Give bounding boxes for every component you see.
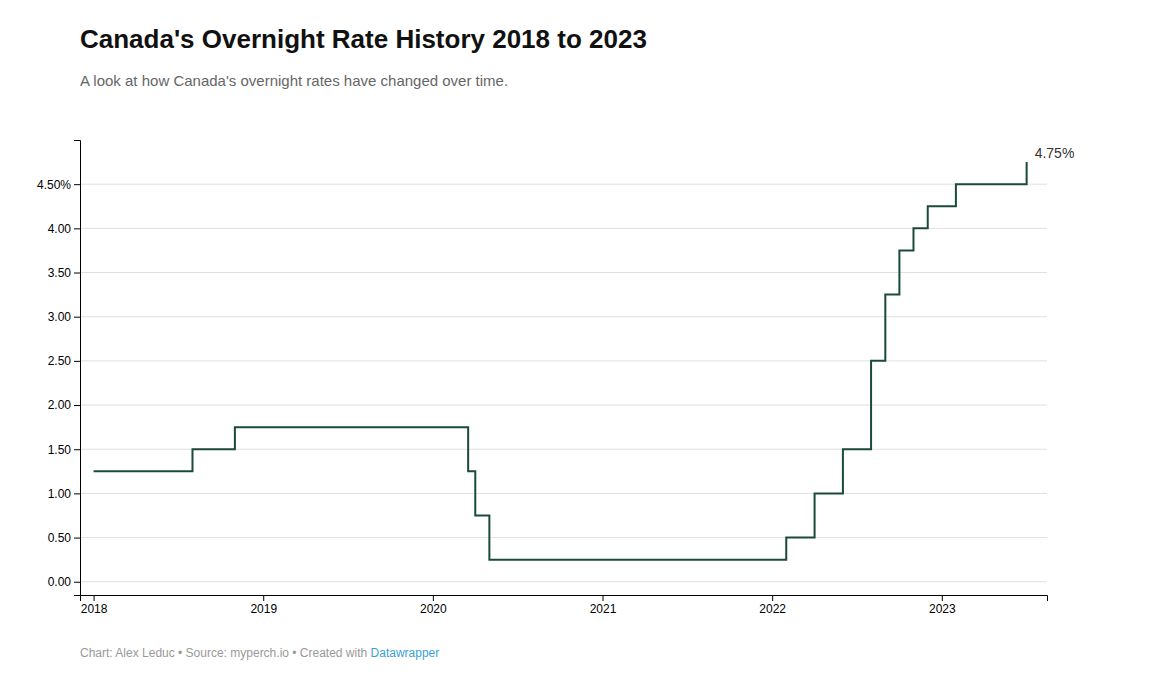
annotation: 4.75% — [1035, 145, 1075, 161]
y-tick-mark — [74, 361, 80, 362]
x-tick-label: 2022 — [759, 602, 786, 616]
grid-line — [80, 493, 1047, 494]
footnote-text: Chart: Alex Leduc • Source: myperch.io •… — [80, 646, 371, 660]
y-tick-label: 2.00 — [48, 398, 72, 412]
y-tick-mark — [74, 493, 80, 494]
y-tick: 3.50 — [48, 266, 80, 280]
x-tick-label: 2019 — [250, 602, 277, 616]
x-tick: 2023 — [929, 595, 956, 616]
y-tick-mark — [74, 449, 80, 450]
grid-line — [80, 360, 1047, 361]
x-tick-mark — [942, 595, 943, 601]
x-tick-label: 2023 — [929, 602, 956, 616]
x-tick-mark — [433, 595, 434, 601]
grid — [80, 184, 1047, 582]
grid-line — [80, 537, 1047, 538]
grid-line — [80, 316, 1047, 317]
y-tick: 0.00 — [48, 575, 80, 589]
y-tick-label: 0.00 — [48, 575, 72, 589]
x-axis-line — [81, 596, 1048, 602]
grid-line — [80, 272, 1047, 273]
subtitle: A look at how Canada's overnight rates h… — [80, 72, 508, 89]
y-tick-label: 4.50% — [37, 178, 71, 192]
title: Canada's Overnight Rate History 2018 to … — [80, 24, 647, 54]
y-tick: 2.00 — [48, 398, 80, 412]
x-tick: 2020 — [420, 595, 447, 616]
y-axis: 0.00 0.50 1.00 1.50 2.00 2.50 3.00 3.50 4.00 4.50… — [37, 141, 81, 596]
y-tick: 0.50 — [48, 531, 80, 545]
y-tick: 3.00 — [48, 310, 80, 324]
marks — [94, 162, 1027, 560]
x-tick-label: 2020 — [420, 602, 447, 616]
y-tick-mark — [74, 228, 80, 229]
y-tick: 4.00 — [48, 222, 80, 236]
line — [94, 162, 1027, 560]
grid-line — [80, 581, 1047, 582]
y-tick-mark — [74, 273, 80, 274]
x-tick-mark — [263, 595, 264, 601]
x-tick: 2022 — [759, 595, 786, 616]
footnote: Chart: Alex Leduc • Source: myperch.io •… — [80, 646, 439, 660]
y-tick-mark — [74, 582, 80, 583]
chart: Canada's Overnight Rate History 2018 to … — [0, 0, 1157, 675]
y-tick: 2.50 — [48, 354, 80, 368]
x-tick-label: 2021 — [590, 602, 617, 616]
y-tick-label: 1.00 — [48, 487, 72, 501]
y-tick-label: 3.50 — [48, 266, 72, 280]
y-axis-line — [74, 141, 81, 596]
y-tick: 1.50 — [48, 443, 80, 457]
y-tick-label: 0.50 — [48, 531, 72, 545]
x-tick: 2019 — [250, 595, 277, 616]
y-tick-label: 4.00 — [48, 222, 72, 236]
y-tick-label: 1.50 — [48, 443, 72, 457]
y-tick-label: 3.00 — [48, 310, 72, 324]
y-tick-mark — [74, 317, 80, 318]
x-tick-mark — [94, 595, 95, 601]
x-axis: 2018 2019 2020 2021 2022 2023 — [81, 595, 1048, 616]
x-tick-mark — [603, 595, 604, 601]
y-tick-mark — [74, 184, 80, 185]
grid-line — [80, 184, 1047, 185]
y-tick-mark — [74, 405, 80, 406]
footnote-link: Datawrapper — [371, 646, 440, 660]
x-tick: 2018 — [81, 595, 108, 616]
y-tick: 4.50% — [37, 178, 80, 192]
grid-line — [80, 405, 1047, 406]
x-tick-mark — [772, 595, 773, 601]
grid-line — [80, 228, 1047, 229]
y-tick-mark — [74, 538, 80, 539]
plot: 2018 2019 2020 2021 2022 2023 0.00 0.50 1.00 1.50… — [37, 141, 1074, 616]
y-tick: 1.00 — [48, 487, 80, 501]
x-tick: 2021 — [590, 595, 617, 616]
y-tick-label: 2.50 — [48, 354, 72, 368]
x-tick-label: 2018 — [81, 602, 108, 616]
